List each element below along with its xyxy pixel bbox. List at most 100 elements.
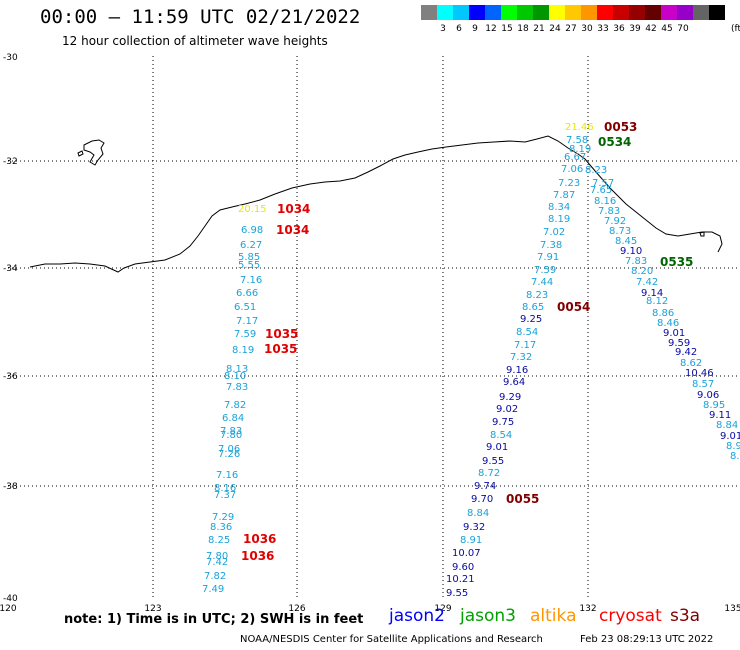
swh-value: 7.59 (234, 329, 256, 340)
swh-value: 7.38 (540, 240, 562, 251)
swh-value: 8.10 (224, 371, 246, 382)
legend-swatch (421, 5, 437, 20)
swh-value: 9.64 (503, 377, 525, 388)
lon-label: 120 (0, 604, 17, 614)
swh-value: 7.80 (206, 551, 228, 562)
legend-swatch (517, 5, 533, 20)
swh-value: 9.01 (720, 431, 740, 442)
swh-value: 7.83 (598, 206, 620, 217)
swh-value: 7.82 (224, 400, 246, 411)
legend-swatch (597, 5, 613, 20)
swh-value: 9.06 (697, 390, 719, 401)
swh-value: 8.34 (548, 202, 570, 213)
swh-value: 7.83 (220, 426, 242, 437)
swh-value: 8.16 (594, 196, 616, 207)
swh-value: 7.87 (553, 190, 575, 201)
legend-swatch (613, 5, 629, 20)
legend-label: 42 (645, 24, 657, 34)
legend-swatch (533, 5, 549, 20)
legend-label: 12 (485, 24, 497, 34)
satellite-name: jason3 (460, 606, 516, 626)
legend-swatch (469, 5, 485, 20)
swh-value: 8.84 (467, 508, 489, 519)
swh-value: 8.25 (208, 535, 230, 546)
swh-value: 8.19 (569, 144, 591, 155)
legend-swatch (437, 5, 453, 20)
swh-value: 8.54 (516, 327, 538, 338)
legend-label: 18 (517, 24, 529, 34)
legend-swatch (629, 5, 645, 20)
lon-label: 135 (724, 604, 740, 614)
swh-value: 7.58 (566, 135, 588, 146)
swh-value: 9.32 (463, 522, 485, 533)
swh-value: 6.84 (222, 413, 244, 424)
swh-value: 7.02 (543, 227, 565, 238)
lon-label: 132 (579, 604, 596, 614)
satellite-name: s3a (670, 606, 701, 626)
swh-value: 6.67 (564, 152, 586, 163)
swh-value: 8.72 (478, 468, 500, 479)
units-note: note: 1) Time is in UTC; 2) SWH is in fe… (64, 612, 364, 627)
swh-value: 7.82 (204, 571, 226, 582)
swh-value: 7.91 (537, 252, 559, 263)
lat-label: -40 (3, 594, 18, 604)
swh-value: 21.46 (565, 122, 594, 133)
legend-swatch (485, 5, 501, 20)
swh-value: 7.26 (218, 449, 240, 460)
swh-value: 8.13 (226, 364, 248, 375)
swh-value: 7.16 (216, 470, 238, 481)
island-shape (83, 139, 105, 166)
legend-unit: (ft) (731, 24, 740, 34)
coastline (29, 135, 723, 273)
legend-swatch (501, 5, 517, 20)
legend-label: 39 (629, 24, 641, 34)
lat-label: -32 (3, 157, 18, 167)
pass-time: 1034 (277, 202, 310, 216)
swh-value: 9.55 (482, 456, 504, 467)
swh-value: 9.02 (496, 404, 518, 415)
island-shape (77, 150, 84, 157)
track-labels: 20.15 6.98 6.275.855.55 7.16 6.66 6.51 7.17 7.5… (202, 120, 740, 599)
legend-label: 6 (456, 24, 462, 34)
swh-value: 9.01 (663, 328, 685, 339)
swh-value: 8.9 (726, 441, 740, 452)
pass-time: 1035 (264, 342, 297, 356)
legend-swatch (693, 5, 709, 20)
swh-value: 8.19 (232, 345, 254, 356)
swh-value: 8.86 (652, 308, 674, 319)
lat-label: -36 (3, 372, 18, 382)
pass-time: 0534 (598, 135, 631, 149)
swh-value: 5.55 (238, 260, 260, 271)
swh-value: 7.06 (561, 164, 583, 175)
legend-label: 36 (613, 24, 625, 34)
swh-value: 8.84 (716, 420, 738, 431)
legend-label: 24 (549, 24, 561, 34)
swh-value: 6.51 (234, 302, 256, 313)
swh-value: 8.23 (585, 165, 607, 176)
swh-value: 9.10 (620, 246, 642, 257)
swh-value: 9.01 (486, 442, 508, 453)
swh-value: 8.91 (460, 535, 482, 546)
swh-value: 6.98 (241, 225, 263, 236)
legend-label: 9 (472, 24, 478, 34)
swh-value: 10.46 (685, 368, 714, 379)
swh-value: 6.27 (240, 240, 262, 251)
swh-value: 7.49 (202, 584, 224, 595)
swh-value: 7.42 (206, 557, 228, 568)
swh-value: 7.92 (604, 216, 626, 227)
swh-value: 7.17 (236, 316, 258, 327)
swh-value: 8.36 (210, 522, 232, 533)
swh-value: 9.75 (492, 417, 514, 428)
generated-timestamp: Feb 23 08:29:13 UTC 2022 (580, 634, 714, 645)
swh-value: 9.11 (709, 410, 731, 421)
legend-label: 45 (661, 24, 673, 34)
swh-value: 9.70 (471, 494, 493, 505)
swh-value: 8.23 (526, 290, 548, 301)
swh-value: 8.16 (214, 483, 236, 494)
swh-value: 8.45 (615, 236, 637, 247)
swh-value: 8.19 (548, 214, 570, 225)
legend-swatch (453, 5, 469, 20)
swh-value: 8.65 (522, 302, 544, 313)
pass-time: 1036 (241, 549, 274, 563)
swh-value: 9.55 (446, 588, 468, 599)
